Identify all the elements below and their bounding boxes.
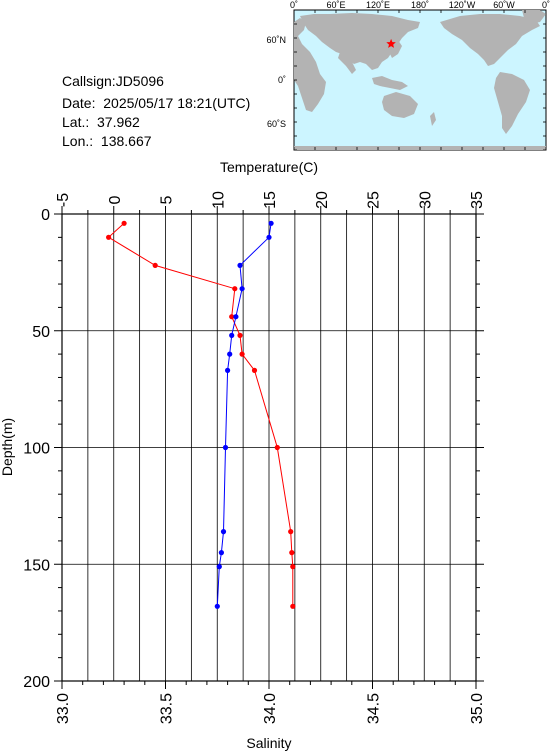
temperature-point: [289, 550, 295, 556]
depth-tick-label: 50: [32, 324, 50, 341]
plot-frame: [61, 213, 477, 682]
temperature-point: [288, 529, 294, 535]
temperature-tick-label: 5: [159, 195, 176, 204]
temperature-tick-labels: -5 0 5 10 15 20 25 30 35: [55, 191, 486, 209]
profile-chart: -5 0 5 10 15 20 25 30 35 33.0 33.5 34.0 34.5 35.0 0 5…: [0, 159, 486, 751]
temperature-point: [239, 351, 245, 357]
salinity-tick-label: 33.5: [159, 693, 176, 724]
landmass-eurasia: [300, 13, 420, 70]
salinity-point: [216, 564, 222, 570]
salinity-point: [233, 314, 239, 320]
salinity-point: [225, 367, 231, 373]
landmass-australia: [382, 92, 418, 118]
map-label-lon-180: 180˚: [411, 0, 429, 10]
temperature-point: [251, 367, 258, 373]
depth-tick-labels: 0 50 100 150 200: [23, 207, 50, 691]
salinity-axis-title: Salinity: [246, 735, 291, 751]
salinity-tick-labels: 33.0 33.5 34.0 34.5 35.0: [55, 693, 486, 724]
temperature-point: [121, 220, 127, 226]
salinity-point: [227, 351, 233, 357]
temperature-point: [290, 603, 296, 609]
depth-axis-title: Depth(m): [0, 418, 15, 476]
map-label-lat-0: 0˚: [278, 75, 286, 85]
landmass-maritime-asia: [372, 76, 408, 90]
temperature-axis-title: Temperature(C): [220, 159, 318, 175]
station-star-icon: [386, 38, 396, 48]
callsign-text: Callsign:JD5096: [62, 73, 164, 89]
salinity-point: [268, 220, 274, 226]
salinity-tick-label: 35.0: [469, 693, 486, 724]
landmass-new-zealand: [430, 112, 436, 126]
station-marker-star-icon: [386, 38, 396, 48]
depth-tick-label: 100: [23, 441, 50, 458]
temperature-tick-label: -5: [55, 193, 72, 207]
landmass-africa-europe: [294, 18, 326, 112]
map-label-lon-0: 0˚: [290, 0, 298, 10]
depth-tick-label: 0: [41, 207, 50, 224]
date-text: Date: 2025/05/17 18:21(UTC): [62, 95, 251, 111]
salinity-point: [214, 603, 220, 609]
world-map: 0˚ 60˚E 120˚E 180˚ 120˚W 60˚W 0˚ 60˚N 0˚…: [266, 0, 550, 151]
temperature-point: [237, 332, 243, 338]
landmass-india: [338, 52, 356, 74]
longitude-text: Lon.: 138.667: [62, 133, 152, 149]
salinity-point: [239, 286, 245, 292]
temperature-tick-label: 30: [417, 191, 434, 209]
landmass-greenland: [522, 10, 546, 24]
map-ticks: [293, 9, 547, 151]
map-label-lon-60e: 60˚E: [326, 0, 345, 10]
temperature-point: [152, 262, 158, 268]
temperature-tick-label: 25: [366, 191, 383, 209]
salinity-tick-label: 34.5: [366, 693, 383, 724]
depth-tick-label: 200: [23, 674, 50, 691]
latitude-text: Lat.: 37.962: [62, 114, 140, 130]
salinity-point: [220, 529, 227, 535]
salinity-point: [218, 550, 224, 556]
map-label-lon-0-right: 0˚: [542, 0, 550, 10]
temperature-point: [232, 286, 238, 292]
landmass-south-america: [494, 72, 530, 134]
salinity-point: [266, 234, 272, 240]
map-label-lon-120w: 120˚W: [449, 0, 476, 10]
temperature-point: [106, 234, 112, 240]
temperature-point: [290, 564, 296, 570]
salinity-tick-label: 34.0: [262, 693, 279, 724]
temperature-tick-label: 15: [262, 191, 279, 209]
temperature-tick-label: 35: [469, 191, 486, 209]
map-label-lat-60n: 60˚N: [266, 35, 286, 45]
salinity-point: [229, 332, 235, 338]
temperature-point: [229, 314, 235, 320]
salinity-point: [222, 444, 229, 451]
temperature-point: [274, 444, 280, 451]
salinity-point: [237, 262, 243, 268]
minor-ticks: [54, 206, 484, 689]
depth-tick-label: 150: [23, 557, 50, 574]
map-label-lat-60s: 60˚S: [267, 119, 286, 129]
temperature-tick-label: 10: [210, 191, 227, 209]
map-label-lon-120e: 120˚E: [366, 0, 390, 10]
landmass-japan: [390, 40, 402, 58]
temperature-tick-label: 20: [314, 191, 331, 209]
salinity-tick-label: 33.0: [55, 693, 72, 724]
temperature-tick-label: 0: [107, 195, 124, 204]
landmass-north-america: [440, 14, 540, 66]
map-label-lon-60w: 60˚W: [493, 0, 515, 10]
data-series: [106, 220, 296, 609]
